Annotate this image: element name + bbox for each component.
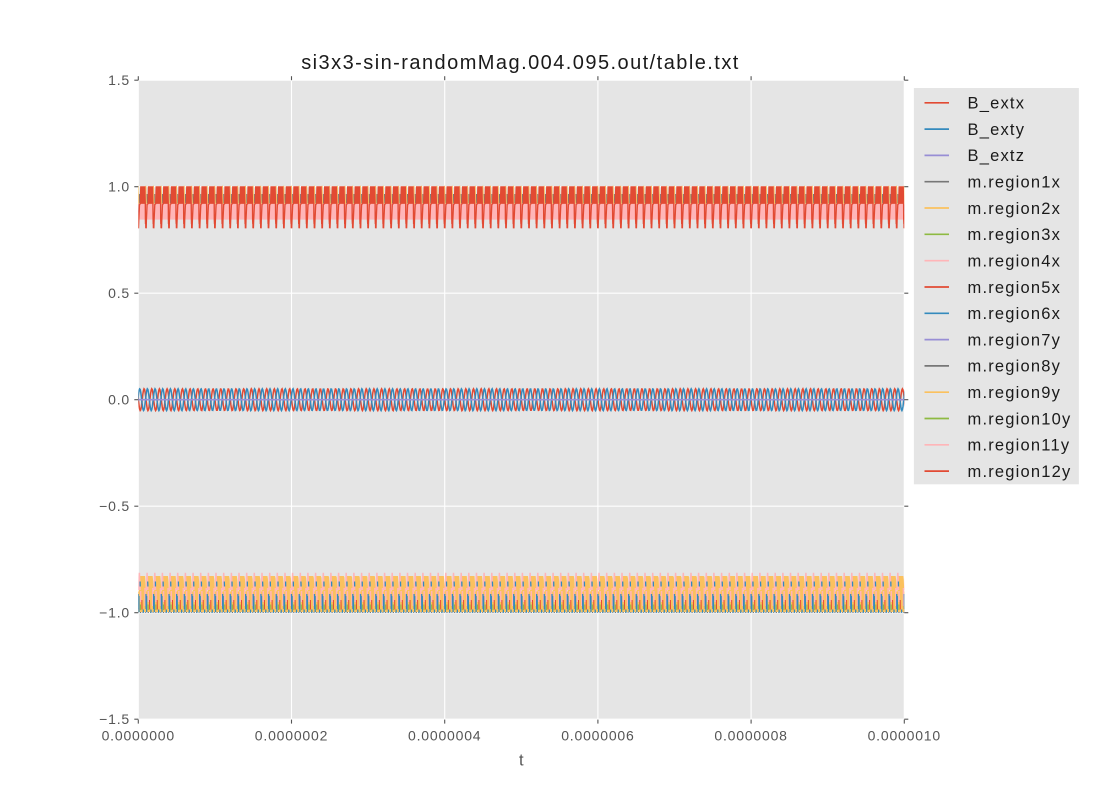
svg-text:m.region8y: m.region8y bbox=[968, 358, 1062, 376]
svg-text:m.region7y: m.region7y bbox=[968, 331, 1062, 349]
svg-text:m.region5x: m.region5x bbox=[968, 279, 1062, 297]
svg-text:0.0000004: 0.0000004 bbox=[408, 727, 481, 743]
svg-text:m.region10y: m.region10y bbox=[968, 410, 1072, 428]
svg-text:0.0000000: 0.0000000 bbox=[102, 727, 175, 743]
svg-text:−1.0: −1.0 bbox=[99, 605, 130, 621]
svg-text:si3x3-sin-randomMag.004.095.ou: si3x3-sin-randomMag.004.095.out/table.tx… bbox=[301, 52, 740, 74]
svg-text:t: t bbox=[519, 752, 524, 770]
svg-text:B_exty: B_exty bbox=[968, 121, 1026, 139]
svg-text:m.region1x: m.region1x bbox=[968, 174, 1062, 192]
svg-text:0.0000010: 0.0000010 bbox=[868, 727, 941, 743]
svg-text:m.region2x: m.region2x bbox=[968, 200, 1062, 218]
svg-text:0.0000002: 0.0000002 bbox=[255, 727, 328, 743]
svg-text:m.region6x: m.region6x bbox=[968, 305, 1062, 323]
svg-text:1.5: 1.5 bbox=[108, 72, 130, 88]
svg-text:0.0: 0.0 bbox=[108, 392, 130, 408]
svg-text:0.5: 0.5 bbox=[108, 285, 130, 301]
svg-text:0.0000006: 0.0000006 bbox=[561, 727, 634, 743]
svg-text:B_extx: B_extx bbox=[968, 95, 1026, 113]
svg-text:1.0: 1.0 bbox=[108, 179, 130, 195]
svg-text:m.region9y: m.region9y bbox=[968, 384, 1062, 402]
svg-text:B_extz: B_extz bbox=[968, 147, 1026, 165]
svg-text:m.region3x: m.region3x bbox=[968, 226, 1062, 244]
svg-text:m.region12y: m.region12y bbox=[968, 463, 1072, 481]
svg-text:−1.5: −1.5 bbox=[99, 711, 130, 727]
svg-text:m.region4x: m.region4x bbox=[968, 253, 1062, 271]
svg-text:0.0000008: 0.0000008 bbox=[714, 727, 787, 743]
svg-text:m.region11y: m.region11y bbox=[968, 437, 1071, 455]
svg-text:−0.5: −0.5 bbox=[99, 498, 130, 514]
